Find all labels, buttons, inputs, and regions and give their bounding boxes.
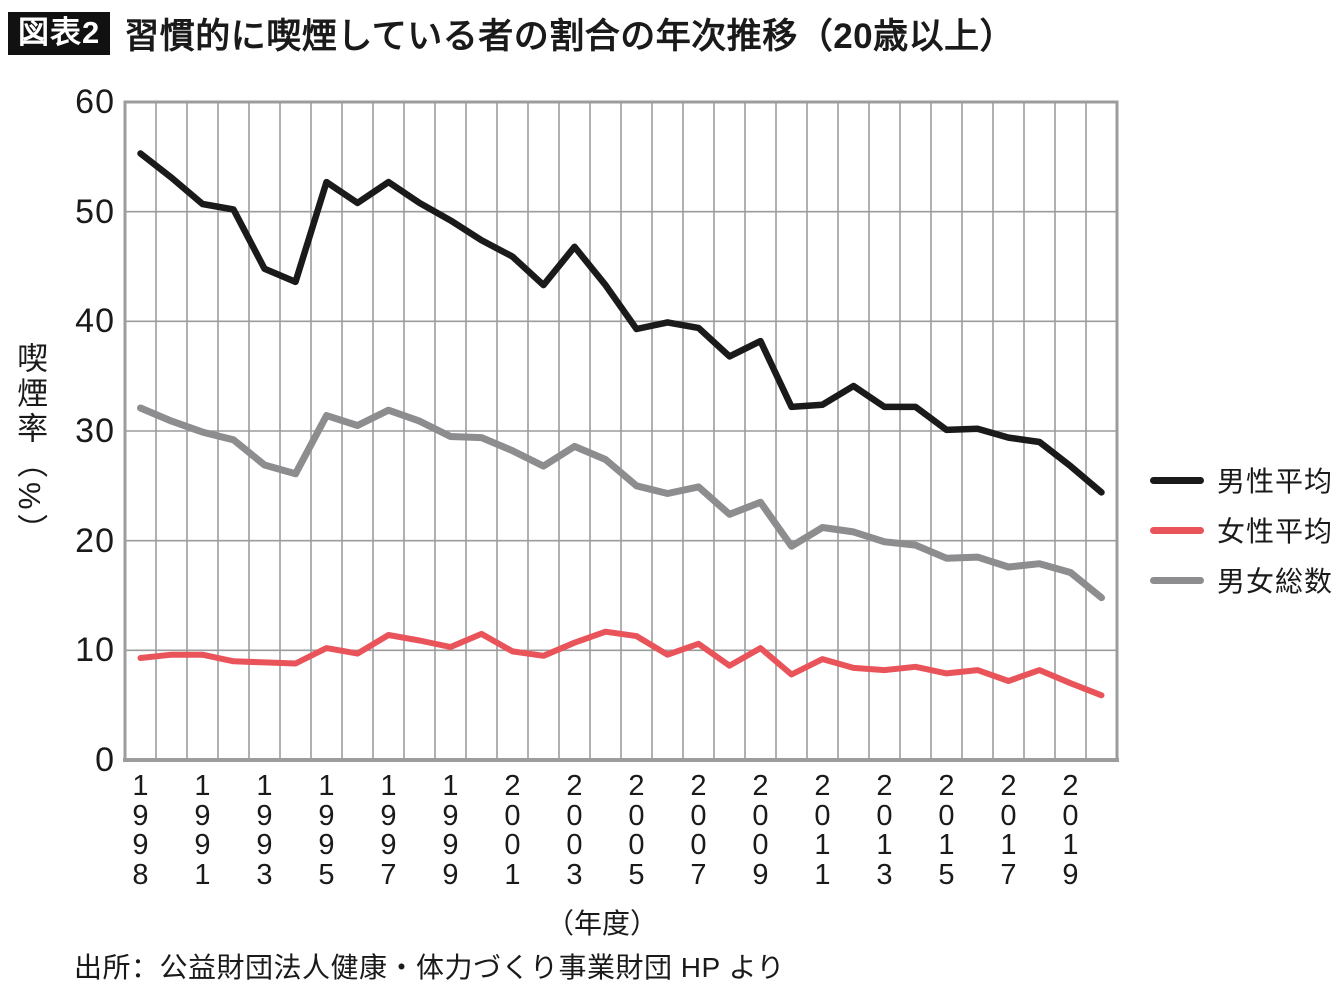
- x-tick-label: 2 0 1 3: [876, 770, 893, 891]
- x-tick-label: 2 0 0 5: [628, 770, 645, 891]
- y-tick-label: 30: [75, 412, 115, 450]
- x-tick-label: 2 0 0 1: [504, 770, 521, 891]
- y-tick-label: 10: [75, 631, 115, 670]
- y-tick-label: 60: [75, 83, 115, 121]
- legend-item: 男女総数: [1150, 555, 1333, 605]
- series-line-男性平均: [137, 150, 1105, 496]
- legend-label: 男性平均: [1217, 466, 1334, 497]
- y-tick-label: 20: [75, 521, 115, 560]
- legend-label: 男女総数: [1217, 566, 1334, 597]
- legend-item: 男性平均: [1150, 455, 1333, 505]
- legend-swatch-icon: [1150, 576, 1204, 584]
- x-tick-label: 2 0 0 9: [752, 770, 769, 891]
- source-note: 出所：公益財団法人健康・体力づくり事業財団 HP より: [74, 952, 785, 983]
- x-tick-label: 2 0 1 5: [938, 770, 955, 891]
- x-tick-label: 1 9 9 1: [194, 770, 211, 891]
- series-line-女性平均: [137, 628, 1105, 699]
- y-tick-label: 0: [95, 741, 115, 779]
- legend-swatch-icon: [1150, 476, 1204, 484]
- line-chart: [123, 100, 1119, 762]
- series-line-男女総数: [137, 404, 1105, 602]
- x-tick-label: 1 9 9 3: [256, 770, 273, 891]
- x-tick-label: 2 0 1 1: [814, 770, 831, 891]
- figure-label: 図表2: [8, 12, 111, 55]
- x-tick-label: 1 9 9 9: [442, 770, 459, 891]
- x-tick-label: 2 0 0 3: [566, 770, 583, 891]
- y-tick-label: 50: [75, 192, 115, 231]
- chart-header: 図表2 習慣的に喫煙している者の割合の年次推移（20歳以上）: [8, 8, 1015, 59]
- legend-swatch-icon: [1150, 526, 1204, 534]
- page-title: 習慣的に喫煙している者の割合の年次推移（20歳以上）: [124, 17, 1016, 56]
- legend-item: 女性平均: [1150, 505, 1333, 555]
- x-tick-label: 2 0 0 7: [690, 770, 707, 891]
- x-tick-label: 1 9 9 5: [318, 770, 335, 891]
- chart-legend: 男性平均女性平均男女総数: [1150, 455, 1333, 605]
- y-tick-label: 40: [75, 302, 115, 341]
- y-axis-title: 喫煙率（%）: [12, 342, 48, 549]
- x-tick-label: 1 9 9 8: [132, 770, 149, 891]
- x-tick-label: 1 9 9 7: [380, 770, 397, 891]
- x-axis-title: （年度）: [545, 908, 659, 939]
- x-tick-label: 2 0 1 9: [1062, 770, 1079, 891]
- legend-label: 女性平均: [1217, 516, 1334, 547]
- x-tick-label: 2 0 1 7: [1000, 770, 1017, 891]
